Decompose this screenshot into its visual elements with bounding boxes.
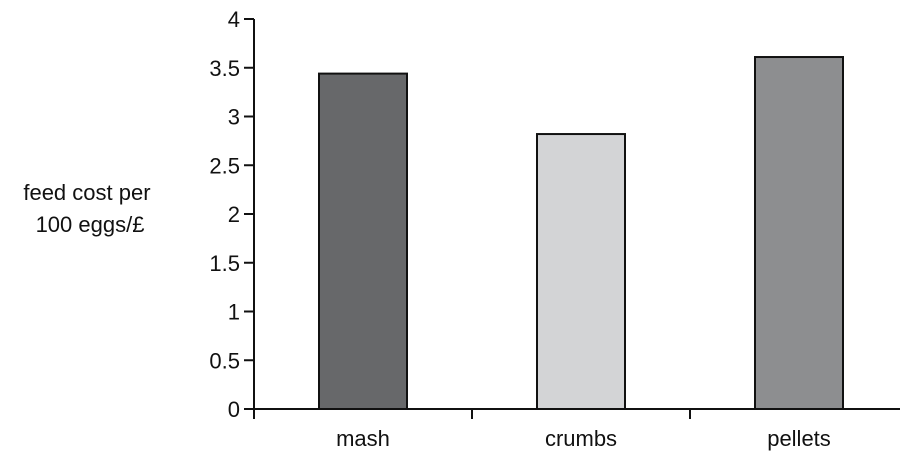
y-tick-label: 3.5 xyxy=(209,56,240,81)
y-tick-label: 3 xyxy=(228,105,240,130)
bar-pellets xyxy=(754,56,844,411)
y-tick-label: 1.5 xyxy=(209,251,240,276)
y-axis-label: feed cost per 100 eggs/£ xyxy=(23,180,156,237)
y-tick-label: 0 xyxy=(228,397,240,422)
y-tick-label: 1 xyxy=(228,300,240,325)
y-axis-label-line-2: 100 eggs/£ xyxy=(36,212,145,237)
bar-mash xyxy=(318,72,408,410)
y-tick-label: 4 xyxy=(228,7,240,32)
bar-crumbs xyxy=(536,133,626,411)
y-axis-label-line-1: feed cost per xyxy=(23,180,150,205)
y-ticks-group: 0 0.5 1 1.5 2 2.5 3 3.5 4 xyxy=(209,7,254,422)
y-tick-label: 2.5 xyxy=(209,153,240,178)
x-ticks-group xyxy=(253,409,691,419)
y-tick-label: 0.5 xyxy=(209,348,240,373)
y-tick-label: 2 xyxy=(228,202,240,227)
x-category-label: mash xyxy=(336,426,390,451)
bars-group xyxy=(318,56,844,411)
x-labels-group: mash crumbs pellets xyxy=(336,426,831,451)
x-category-label: crumbs xyxy=(545,426,617,451)
x-category-label: pellets xyxy=(767,426,831,451)
